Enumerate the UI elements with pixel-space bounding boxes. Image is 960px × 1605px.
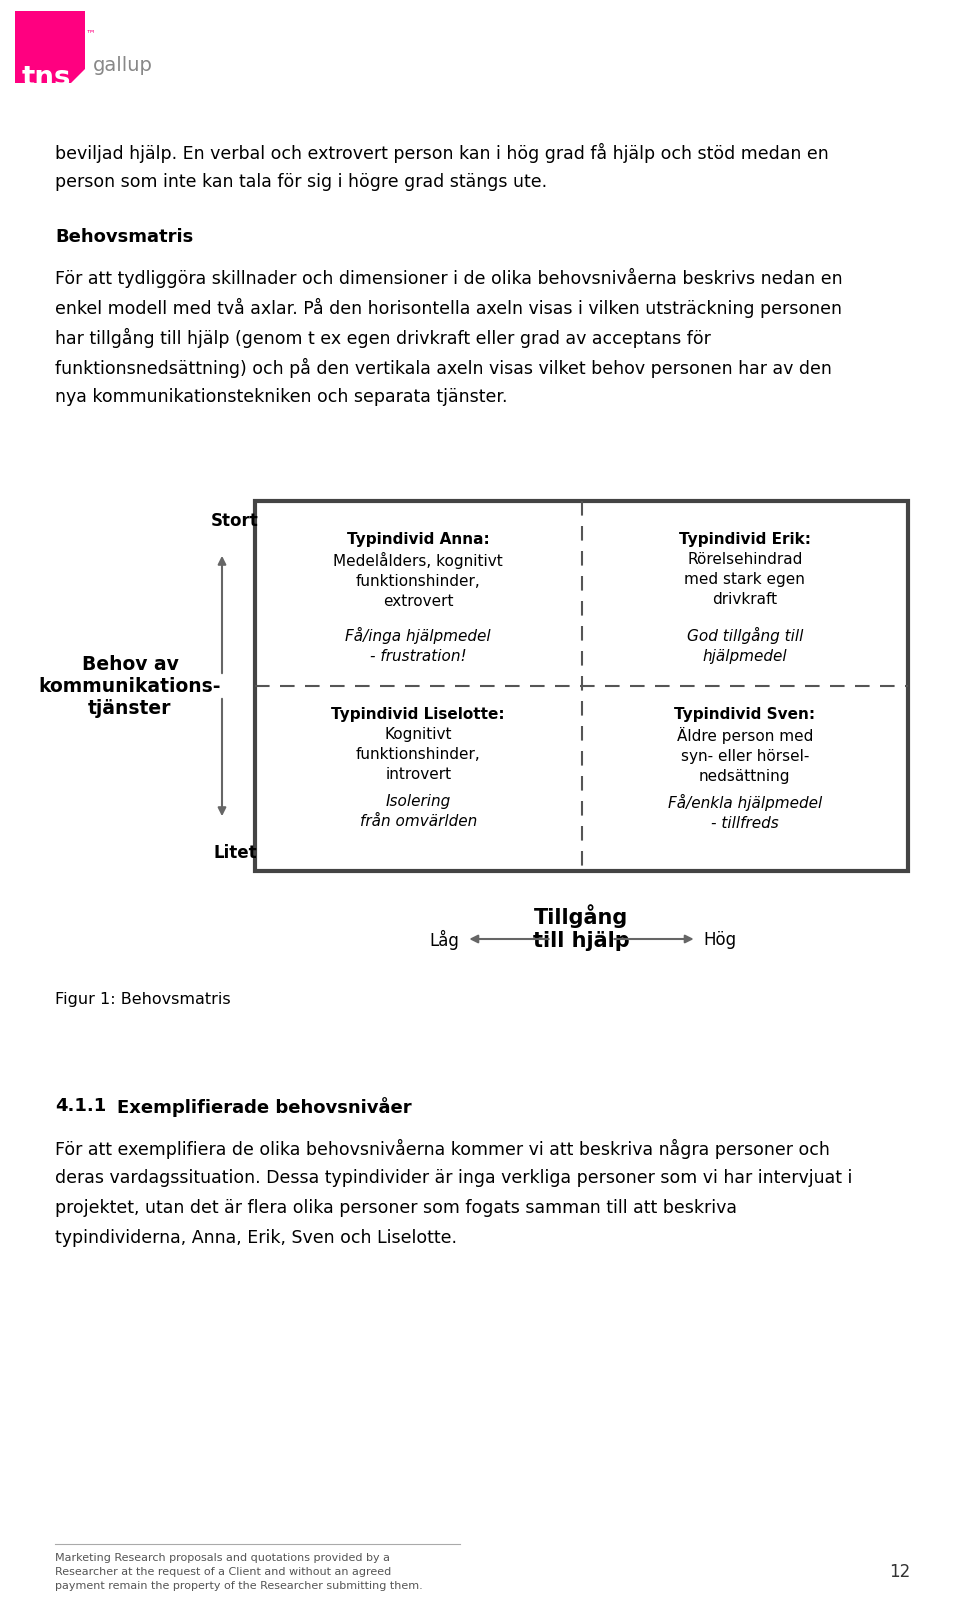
Text: deras vardagssituation. Dessa typindivider är inga verkliga personer som vi har : deras vardagssituation. Dessa typindivid…: [55, 1168, 852, 1186]
Text: Typindivid Anna:: Typindivid Anna:: [347, 531, 490, 547]
Text: Medelålders, kognitivt
funktionshinder,
extrovert: Medelålders, kognitivt funktionshinder, …: [333, 552, 503, 608]
Text: funktionsnedsättning) och på den vertikala axeln visas vilket behov personen har: funktionsnedsättning) och på den vertika…: [55, 358, 832, 377]
Text: Litet: Litet: [213, 844, 257, 862]
Text: God tillgång till
hjälpmedel: God tillgång till hjälpmedel: [686, 626, 803, 663]
Text: Hög: Hög: [704, 931, 736, 949]
Text: 4.1.1: 4.1.1: [55, 1096, 107, 1114]
Text: typindividerna, Anna, Erik, Sven och Liselotte.: typindividerna, Anna, Erik, Sven och Lis…: [55, 1228, 457, 1245]
Text: Tillgång
till hjälp: Tillgång till hjälp: [533, 904, 630, 950]
Text: gallup: gallup: [93, 56, 153, 75]
Text: Rörelsehindrad
med stark egen
drivkraft: Rörelsehindrad med stark egen drivkraft: [684, 552, 805, 607]
Text: Typindivid Sven:: Typindivid Sven:: [674, 706, 815, 722]
Text: payment remain the property of the Researcher submitting them.: payment remain the property of the Resea…: [55, 1579, 422, 1591]
Text: Isolering
från omvärlden: Isolering från omvärlden: [360, 793, 477, 828]
Text: tns: tns: [22, 64, 71, 91]
Text: Kognitivt
funktionshinder,
introvert: Kognitivt funktionshinder, introvert: [356, 727, 481, 782]
Text: Behovsmatris: Behovsmatris: [55, 228, 193, 246]
Text: Typindivid Liselotte:: Typindivid Liselotte:: [331, 706, 505, 722]
Text: Behov av
kommunikations-
tjänster: Behov av kommunikations- tjänster: [38, 655, 221, 717]
Text: Få/inga hjälpmedel
- frustration!: Få/inga hjälpmedel - frustration!: [346, 626, 492, 663]
Text: Stort: Stort: [211, 512, 259, 530]
Text: Exemplifierade behovsnivåer: Exemplifierade behovsnivåer: [117, 1096, 412, 1117]
Text: Researcher at the request of a Client and without an agreed: Researcher at the request of a Client an…: [55, 1566, 392, 1576]
Text: ™: ™: [86, 27, 96, 39]
Text: Få/enkla hjälpmedel
- tillfreds: Få/enkla hjälpmedel - tillfreds: [667, 793, 822, 830]
Text: enkel modell med två axlar. På den horisontella axeln visas i vilken utsträcknin: enkel modell med två axlar. På den horis…: [55, 299, 842, 318]
Text: För att tydliggöra skillnader och dimensioner i de olika behovsnivåerna beskrivs: För att tydliggöra skillnader och dimens…: [55, 268, 843, 287]
Text: person som inte kan tala för sig i högre grad stängs ute.: person som inte kan tala för sig i högre…: [55, 173, 547, 191]
Bar: [255, 502, 908, 872]
PathPatch shape: [15, 11, 85, 83]
Text: För att exemplifiera de olika behovsnivåerna kommer vi att beskriva några person: För att exemplifiera de olika behovsnivå…: [55, 1138, 829, 1159]
Text: Äldre person med
syn- eller hörsel-
nedsättning: Äldre person med syn- eller hörsel- neds…: [677, 727, 813, 783]
Text: nya kommunikationstekniken och separata tjänster.: nya kommunikationstekniken och separata …: [55, 388, 508, 406]
Text: Marketing Research proposals and quotations provided by a: Marketing Research proposals and quotati…: [55, 1552, 390, 1562]
Text: har tillgång till hjälp (genom t ex egen drivkraft eller grad av acceptans för: har tillgång till hjälp (genom t ex egen…: [55, 327, 710, 348]
Text: Låg: Låg: [430, 929, 460, 950]
Text: projektet, utan det är flera olika personer som fogats samman till att beskriva: projektet, utan det är flera olika perso…: [55, 1199, 737, 1217]
Text: 12: 12: [889, 1562, 910, 1579]
Text: Figur 1: Behovsmatris: Figur 1: Behovsmatris: [55, 992, 230, 1006]
Text: Typindivid Erik:: Typindivid Erik:: [679, 531, 811, 547]
Text: beviljad hjälp. En verbal och extrovert person kan i hög grad få hjälp och stöd : beviljad hjälp. En verbal och extrovert …: [55, 143, 828, 164]
